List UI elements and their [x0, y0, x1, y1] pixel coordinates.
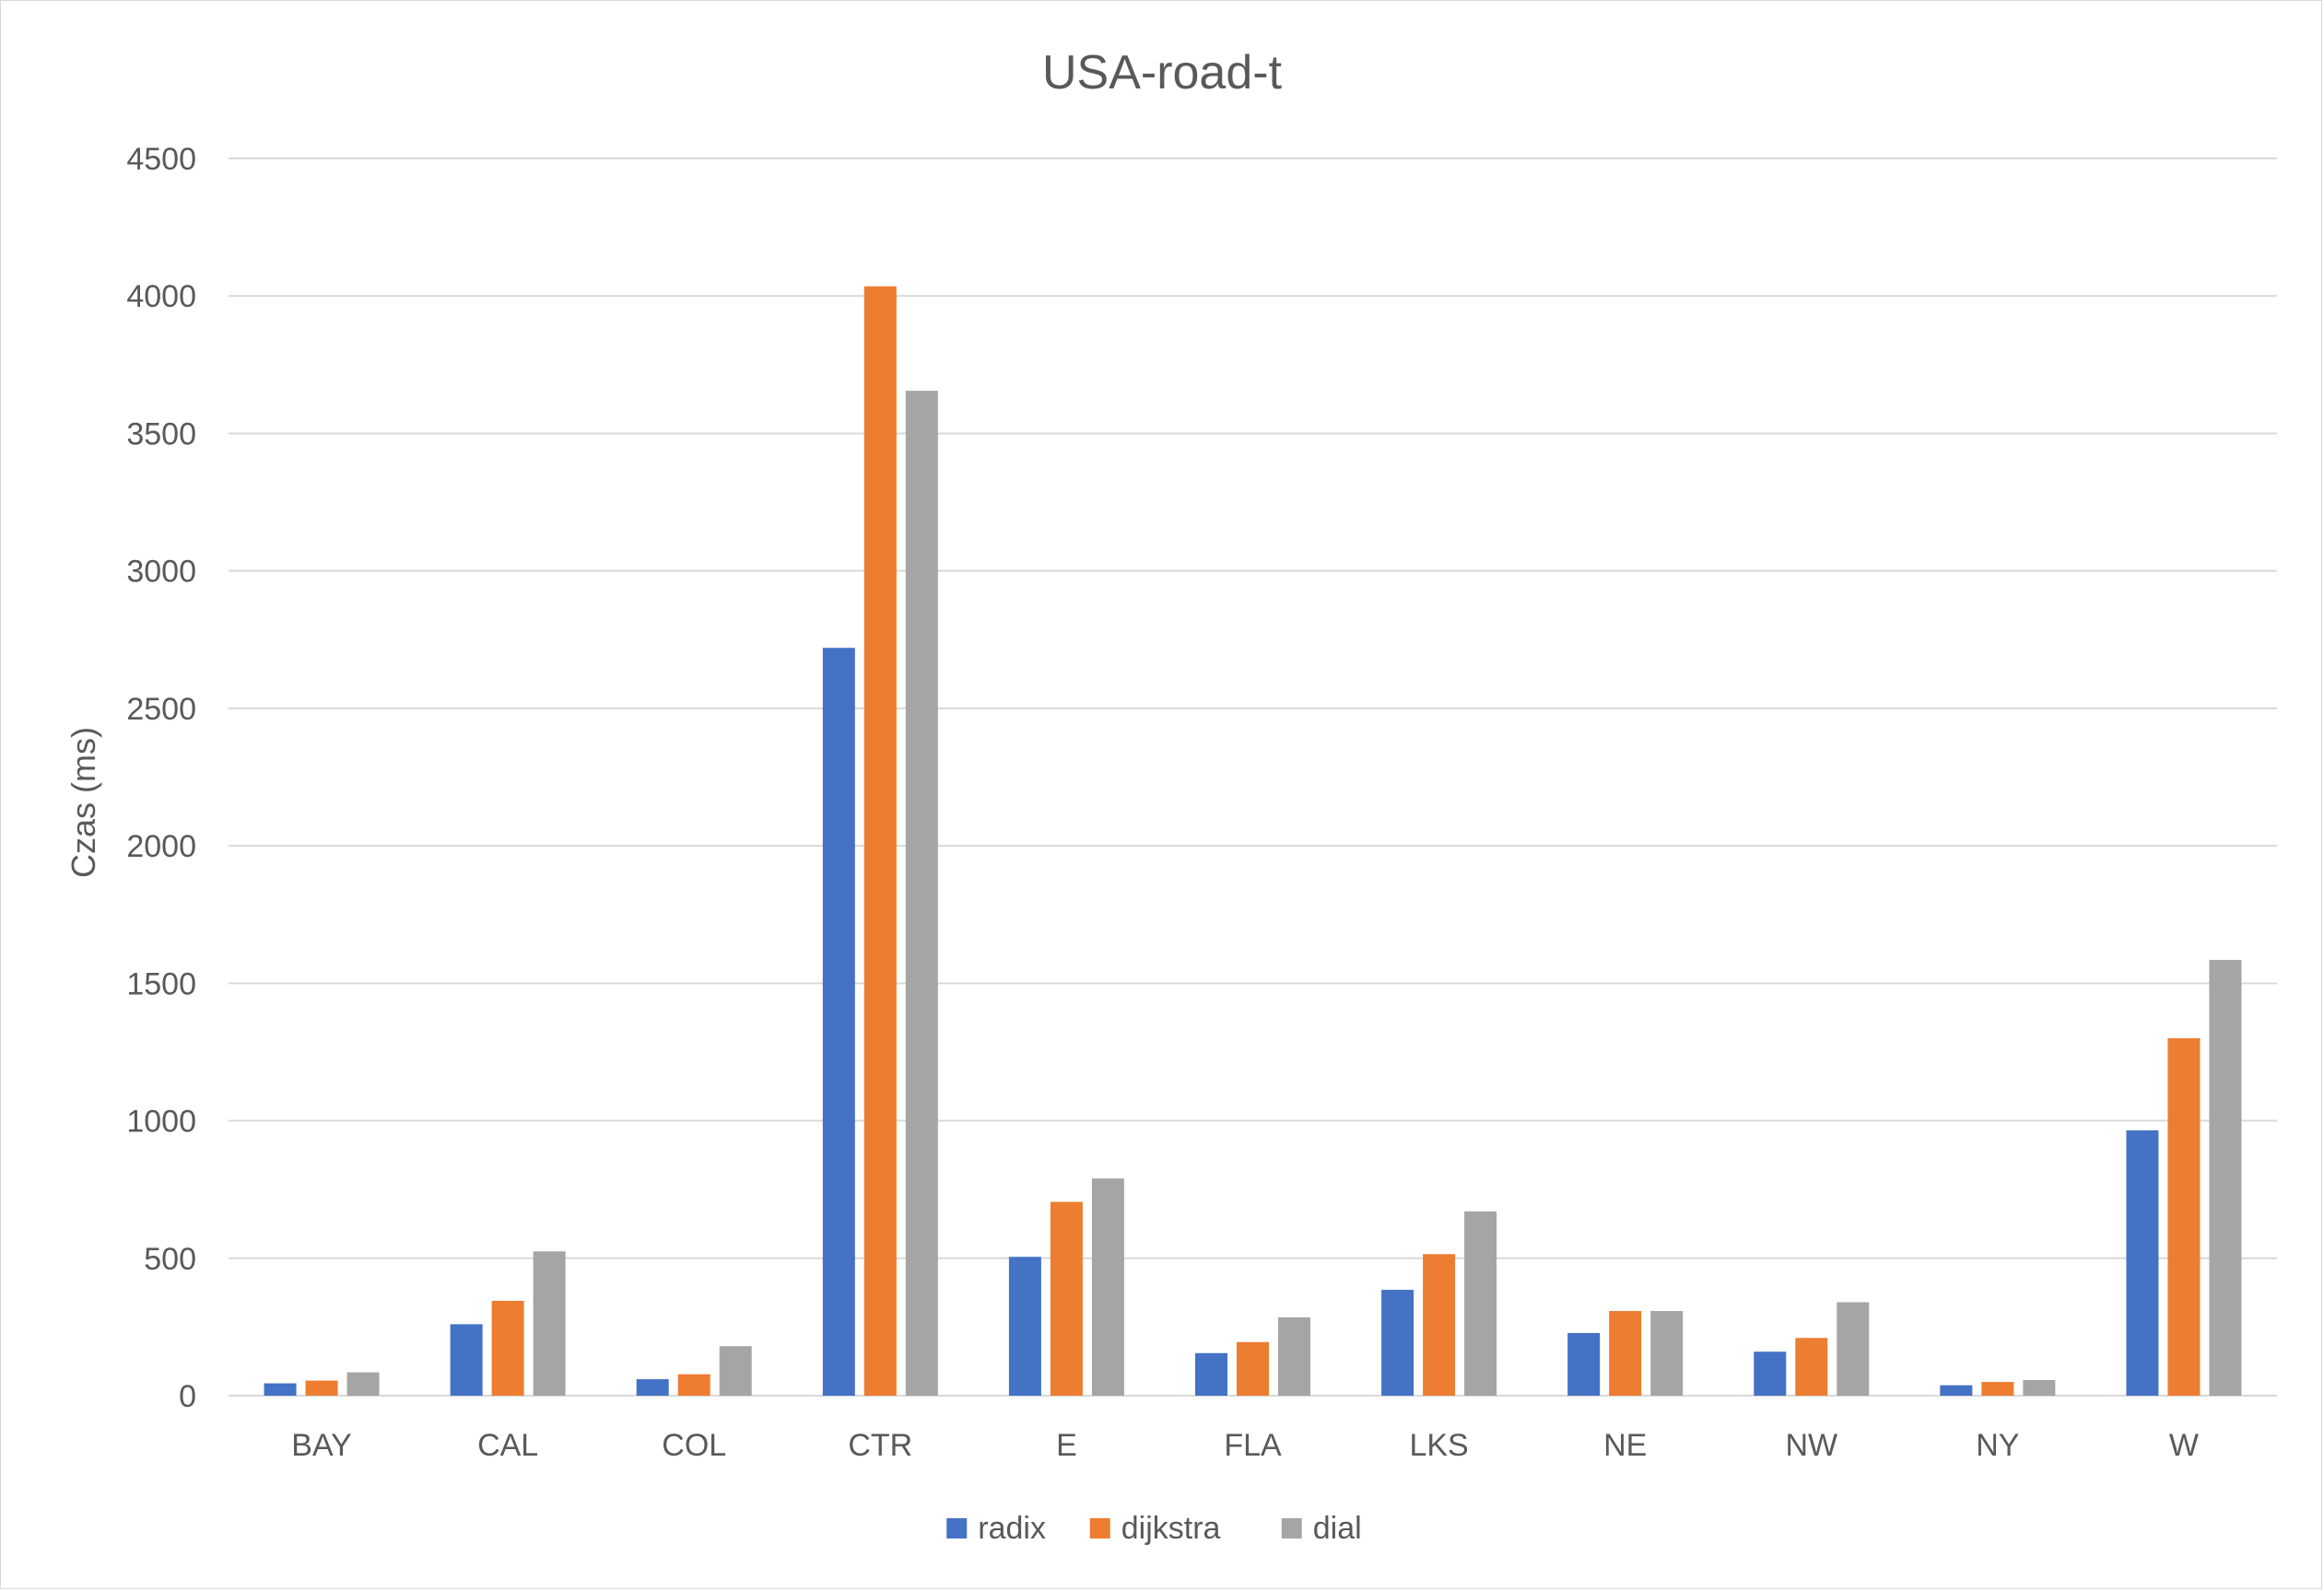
y-tick-label: 2500: [126, 692, 196, 727]
bar-dijkstra-cal: [491, 1301, 524, 1396]
x-tick-label: CAL: [477, 1428, 538, 1463]
y-tick-label: 1500: [126, 966, 196, 1001]
y-tick-label: 2000: [126, 829, 196, 864]
bar-dial-ne: [1650, 1311, 1684, 1396]
y-tick-label: 4500: [126, 142, 196, 177]
x-tick-labels: BAY CAL COL CTR E FLA LKS NE NW NY W: [291, 1428, 2199, 1463]
x-tick-label: COL: [662, 1428, 726, 1463]
y-tick-label: 1000: [126, 1105, 196, 1140]
legend-label-radix: radix: [978, 1511, 1046, 1546]
bar-dial-bay: [346, 1372, 380, 1396]
bar-radix-bay: [264, 1383, 297, 1396]
bar-dial-cal: [533, 1251, 566, 1396]
legend-swatch-radix: [946, 1518, 968, 1538]
bar-radix-ctr: [822, 648, 855, 1396]
y-tick-label: 500: [144, 1242, 196, 1277]
x-tick-label: CTR: [848, 1428, 912, 1463]
y-tick-label: 0: [179, 1379, 196, 1414]
bar-radix-cal: [450, 1324, 483, 1396]
bar-radix-w: [2126, 1130, 2159, 1396]
bar-radix-lks: [1381, 1290, 1414, 1396]
y-tick-label: 3500: [126, 416, 196, 451]
x-tick-label: W: [2169, 1428, 2199, 1463]
bars: [264, 286, 2242, 1397]
bar-dijkstra-col: [677, 1374, 710, 1396]
x-tick-label: NW: [1785, 1428, 1837, 1463]
x-tick-label: LKS: [1409, 1428, 1468, 1463]
bar-dijkstra-bay: [305, 1380, 338, 1396]
bar-dijkstra-nw: [1795, 1338, 1828, 1396]
bar-dial-nw: [1837, 1302, 1870, 1396]
bar-dijkstra-fla: [1237, 1341, 1269, 1396]
bar-radix-col: [636, 1379, 669, 1396]
bar-dial-w: [2209, 959, 2242, 1396]
legend-label-dial: dial: [1313, 1511, 1362, 1546]
bar-dijkstra-e: [1050, 1201, 1083, 1396]
bar-dijkstra-lks: [1423, 1254, 1456, 1396]
y-tick-label: 3000: [126, 555, 196, 590]
bar-dial-col: [719, 1346, 752, 1396]
gridlines: [229, 158, 2277, 1397]
y-axis-label: Czas (ms): [65, 727, 102, 878]
bar-dial-ctr: [905, 391, 938, 1396]
legend: radix dijkstra dial: [946, 1511, 1362, 1546]
bar-dial-e: [1091, 1178, 1124, 1396]
x-tick-label: FLA: [1224, 1428, 1282, 1463]
y-tick-labels: 0 500 1000 1500 2000 2500 3000 3500 4000 4500: [126, 142, 196, 1414]
bar-dijkstra-ny: [1981, 1382, 2014, 1396]
chart-title: USA-road-t: [1042, 46, 1283, 99]
bar-radix-fla: [1195, 1352, 1227, 1396]
bar-dijkstra-w: [2167, 1038, 2201, 1396]
bar-dijkstra-ctr: [863, 286, 897, 1397]
bar-radix-ny: [1940, 1385, 1973, 1396]
x-tick-label: NY: [1976, 1428, 2019, 1463]
bar-dial-fla: [1278, 1316, 1310, 1396]
legend-swatch-dial: [1281, 1518, 1302, 1538]
bar-dijkstra-ne: [1609, 1311, 1642, 1396]
x-tick-label: NE: [1603, 1428, 1647, 1463]
bar-radix-nw: [1754, 1351, 1787, 1396]
legend-label-dijkstra: dijkstra: [1121, 1511, 1221, 1546]
bar-dial-lks: [1464, 1211, 1497, 1396]
x-tick-label: E: [1056, 1428, 1077, 1463]
bar-radix-ne: [1567, 1332, 1601, 1396]
legend-swatch-dijkstra: [1089, 1518, 1110, 1538]
x-tick-label: BAY: [291, 1428, 352, 1463]
bar-dial-ny: [2023, 1379, 2056, 1396]
bar-radix-e: [1008, 1257, 1041, 1396]
y-tick-label: 4000: [126, 279, 196, 314]
